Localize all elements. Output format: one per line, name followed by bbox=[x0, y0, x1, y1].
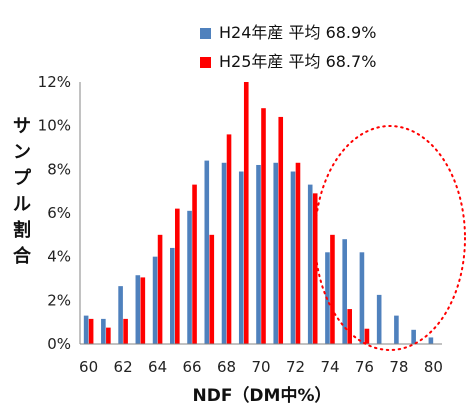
bar-h25-71 bbox=[278, 116, 284, 345]
bar-h25-62 bbox=[123, 318, 128, 344]
bar-h24-75 bbox=[342, 239, 347, 344]
y-tick-label: 0% bbox=[47, 335, 71, 353]
y-tick-label: 2% bbox=[47, 291, 71, 309]
bars-group bbox=[83, 82, 434, 345]
bar-h25-65 bbox=[175, 208, 180, 344]
y-tick-label: 10% bbox=[38, 117, 71, 135]
x-tick-label: 80 bbox=[424, 358, 443, 376]
legend: H24年産 平均 68.9% H25年産 平均 68.7% bbox=[200, 23, 376, 71]
bar-h24-63 bbox=[135, 275, 141, 344]
bar-h25-60 bbox=[88, 318, 94, 344]
bar-h25-74 bbox=[330, 234, 335, 344]
bar-h24-66 bbox=[187, 210, 192, 344]
y-tick-label: 8% bbox=[47, 160, 71, 178]
bar-h24-69 bbox=[238, 171, 244, 344]
bar-h25-76 bbox=[364, 328, 370, 344]
y-axis-title: サンプル割合 bbox=[13, 116, 32, 267]
bar-h25-61 bbox=[106, 327, 111, 345]
bar-h24-72 bbox=[290, 171, 296, 344]
bar-h24-67 bbox=[204, 160, 210, 344]
legend-swatch-h24 bbox=[200, 28, 211, 39]
y-tick-label: 12% bbox=[38, 73, 71, 91]
bar-h25-66 bbox=[192, 184, 197, 344]
x-tick-labels: 60 62 64 66 68 70 72 74 76 78 80 bbox=[79, 358, 443, 376]
x-tick-label: 74 bbox=[320, 358, 339, 376]
x-tick-label: 62 bbox=[114, 358, 133, 376]
bar-h25-67 bbox=[209, 234, 215, 344]
bar-h25-73 bbox=[312, 193, 318, 344]
y-tick-labels: 0% 2% 4% 6% 8% 10% 12% bbox=[38, 73, 71, 353]
bar-h24-80 bbox=[428, 337, 434, 344]
x-tick-label: 66 bbox=[182, 358, 201, 376]
y-tick-label: 4% bbox=[47, 248, 71, 266]
bar-h24-60 bbox=[83, 315, 89, 344]
legend-label-h25: H25年産 平均 68.7% bbox=[219, 52, 376, 71]
bar-h25-64 bbox=[157, 234, 163, 344]
y-tick-label: 6% bbox=[47, 204, 71, 222]
x-tick-label: 70 bbox=[251, 358, 270, 376]
bar-h25-75 bbox=[347, 309, 352, 344]
highlight-ellipse bbox=[314, 125, 466, 351]
bar-h25-70 bbox=[261, 108, 266, 344]
bar-h25-72 bbox=[295, 162, 301, 344]
bar-h25-68 bbox=[226, 134, 232, 344]
bar-h24-68 bbox=[221, 162, 227, 344]
bar-h25-69 bbox=[243, 82, 249, 344]
bar-h24-64 bbox=[152, 256, 158, 344]
x-tick-label: 68 bbox=[217, 358, 236, 376]
bar-h24-78 bbox=[394, 315, 399, 344]
x-tick-label: 76 bbox=[355, 358, 374, 376]
bar-h24-77 bbox=[376, 294, 382, 345]
bar-h24-79 bbox=[411, 329, 416, 344]
legend-swatch-h25 bbox=[200, 57, 211, 68]
x-axis-title: NDF（DM中%） bbox=[192, 385, 331, 406]
x-tick-label: 78 bbox=[389, 358, 408, 376]
bar-h24-70 bbox=[256, 164, 261, 344]
x-tick-label: 60 bbox=[79, 358, 98, 376]
bar-h24-71 bbox=[273, 162, 279, 344]
bar-h24-76 bbox=[359, 252, 365, 344]
bar-h24-62 bbox=[118, 286, 123, 344]
x-tick-label: 64 bbox=[148, 358, 167, 376]
bar-h25-63 bbox=[140, 277, 146, 344]
legend-label-h24: H24年産 平均 68.9% bbox=[219, 23, 376, 42]
bar-h24-65 bbox=[170, 247, 175, 344]
bar-h24-73 bbox=[307, 184, 313, 344]
bar-h24-61 bbox=[101, 318, 106, 344]
x-tick-label: 72 bbox=[286, 358, 305, 376]
